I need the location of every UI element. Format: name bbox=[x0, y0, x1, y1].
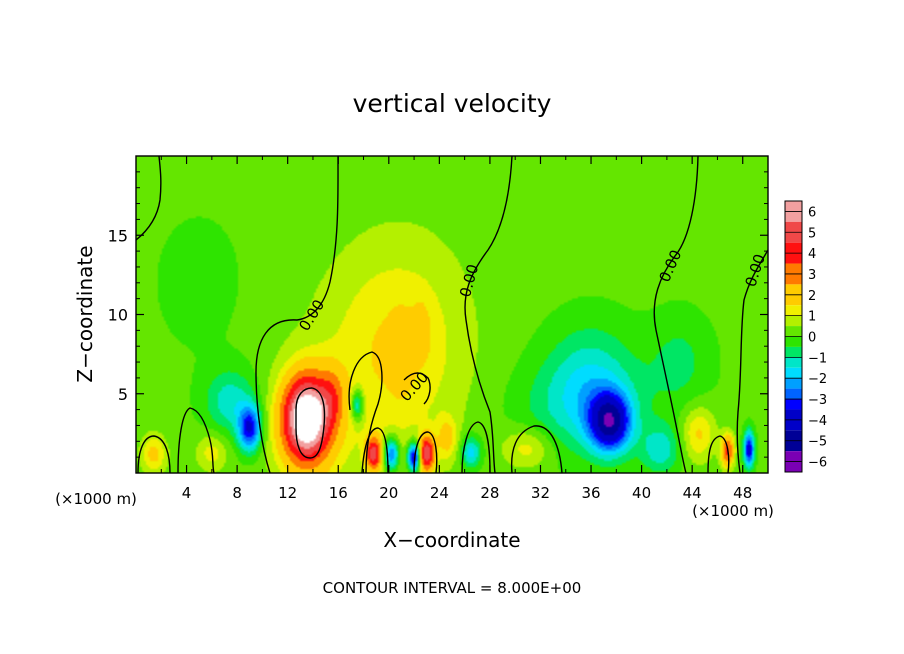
x-tick-label: 4 bbox=[182, 484, 192, 502]
colorbar-swatch bbox=[785, 305, 802, 316]
zero-contour-line bbox=[403, 372, 431, 405]
colorbar-label: −2 bbox=[808, 372, 827, 387]
contour-interval-note: CONTOUR INTERVAL = 8.000E+00 bbox=[323, 579, 582, 597]
colorbar-swatch bbox=[785, 315, 802, 327]
colorbar-swatch bbox=[785, 367, 802, 379]
chart-title: vertical velocity bbox=[353, 89, 552, 118]
zero-contour-line bbox=[136, 156, 162, 241]
y-axis: 5 10 15 bbox=[108, 171, 768, 458]
colorbar-label: 1 bbox=[808, 310, 816, 325]
zero-contour-line bbox=[736, 249, 768, 473]
x-tick-label: 24 bbox=[430, 484, 449, 502]
colorbar-label: 0 bbox=[808, 331, 816, 346]
colorbar-swatch bbox=[785, 399, 802, 410]
x-tick-label: 40 bbox=[632, 484, 651, 502]
y-tick-label: 15 bbox=[108, 226, 128, 245]
colorbar-swatch bbox=[785, 388, 802, 400]
colorbar-swatch bbox=[785, 378, 802, 389]
colorbar-label: 5 bbox=[808, 226, 816, 241]
max-contour-line bbox=[295, 387, 326, 459]
heatmap-field bbox=[136, 156, 768, 473]
zero-contours bbox=[136, 156, 768, 473]
x-tick-label: 12 bbox=[278, 484, 297, 502]
colorbar: 6 5 4 3 2 1 0 −1 −2 −3 −4 −5 −6 bbox=[784, 200, 827, 473]
x-tick-label: 48 bbox=[733, 484, 752, 502]
zero-contour-line bbox=[361, 427, 389, 473]
y-tick-label: 5 bbox=[118, 385, 128, 404]
zero-contour-line bbox=[464, 156, 513, 473]
x-unit-right: (×1000 m) bbox=[692, 502, 774, 520]
colorbar-swatch bbox=[785, 326, 802, 337]
colorbar-label: 3 bbox=[808, 268, 816, 283]
x-axis-label: X−coordinate bbox=[383, 528, 520, 552]
colorbar-swatch bbox=[785, 346, 802, 358]
colorbar-label: −1 bbox=[808, 351, 827, 366]
colorbar-label: −6 bbox=[808, 456, 827, 471]
x-tick-label: 16 bbox=[329, 484, 348, 502]
colorbar-label: 2 bbox=[808, 289, 816, 304]
zero-contour-line bbox=[348, 351, 383, 473]
zero-contour-line bbox=[177, 407, 215, 473]
colorbar-label: −3 bbox=[808, 393, 827, 408]
x-unit-left: (×1000 m) bbox=[55, 490, 137, 508]
zero-contour-line bbox=[413, 431, 438, 473]
x-tick-label: 28 bbox=[480, 484, 499, 502]
zero-contour-line bbox=[707, 435, 730, 473]
y-tick-label: 10 bbox=[108, 306, 128, 325]
colorbar-swatch bbox=[785, 336, 802, 347]
colorbar-label: −5 bbox=[808, 435, 827, 450]
zero-contour-line bbox=[137, 435, 171, 473]
x-axis: 4 8 12 16 20 24 28 32 36 40 44 48 bbox=[160, 156, 752, 502]
colorbar-label: −4 bbox=[808, 414, 827, 429]
x-tick-label: 32 bbox=[531, 484, 550, 502]
zero-contour-line bbox=[255, 156, 339, 473]
x-tick-label: 8 bbox=[232, 484, 242, 502]
heatmap-image bbox=[136, 156, 768, 473]
zero-contour-line bbox=[510, 425, 563, 473]
x-tick-label: 44 bbox=[683, 484, 702, 502]
x-tick-label: 20 bbox=[379, 484, 398, 502]
colorbar-swatch bbox=[785, 357, 802, 368]
colorbar-label: 6 bbox=[808, 205, 816, 220]
zero-contour-line bbox=[461, 421, 491, 473]
colorbar-label: 4 bbox=[808, 247, 816, 262]
y-axis-label: Z−coordinate bbox=[73, 245, 97, 382]
x-tick-label: 36 bbox=[581, 484, 600, 502]
zero-contour-line bbox=[653, 156, 699, 473]
